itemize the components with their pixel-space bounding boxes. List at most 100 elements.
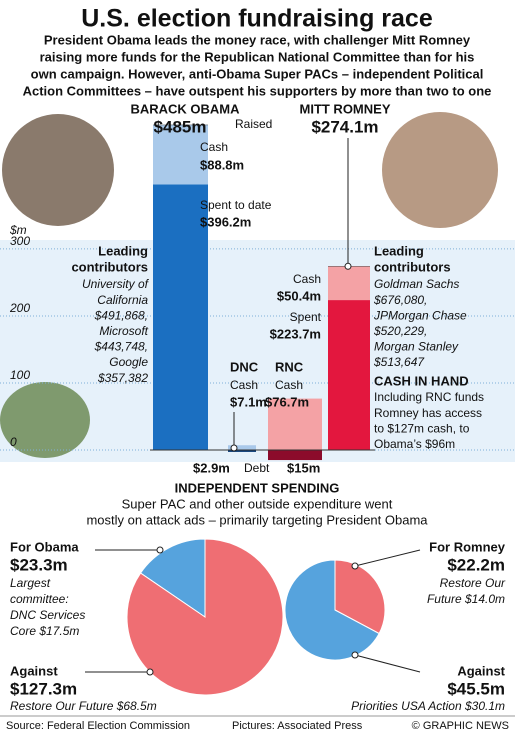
pie-value: $127.3m	[10, 679, 77, 698]
category-label: BARACK OBAMA	[130, 101, 240, 116]
pie-value: $22.2m	[447, 555, 505, 574]
annotation-heading: Leading	[374, 243, 424, 258]
bar-segment	[268, 398, 322, 450]
category-label: MITT ROMNEY	[300, 101, 391, 116]
bar-segment	[228, 445, 256, 450]
photo-obama	[2, 114, 114, 226]
bar-segment	[328, 266, 370, 301]
value-label: $396.2m	[200, 214, 251, 229]
annotation-heading: contributors	[71, 259, 148, 274]
annotation-text: University of	[82, 277, 150, 291]
segment-label: Cash	[230, 378, 258, 392]
segment-label: Spent	[290, 310, 322, 324]
bar-segment	[153, 184, 208, 450]
value-label: $223.7m	[270, 326, 321, 341]
bar-segment	[228, 449, 256, 452]
y-tick-label: 300	[10, 234, 30, 248]
annotation-text: JPMorgan Chase	[373, 308, 467, 322]
annotation-text: $491,868,	[94, 308, 148, 322]
pie-value: $45.5m	[447, 679, 505, 698]
pie-label: For Romney	[429, 539, 506, 554]
pie-slice	[334, 559, 386, 635]
annotation-text: $357,382	[97, 371, 148, 385]
section-heading: INDEPENDENT SPENDING	[175, 480, 340, 495]
annotation-text: California	[97, 293, 148, 307]
annotation-heading: contributors	[374, 259, 451, 274]
section-text: Super PAC and other outside expenditure …	[122, 496, 393, 511]
pie-note: Future $14.0m	[427, 592, 505, 606]
leader-dot	[156, 546, 164, 554]
annotation-text: Google	[109, 355, 148, 369]
leader-dot	[230, 444, 238, 452]
y-tick-label: 200	[9, 301, 30, 315]
annotation-text: $520,229,	[373, 324, 427, 338]
pie-note: DNC Services	[10, 608, 85, 622]
totals-name: Raised	[235, 117, 272, 131]
subtitle: Action Committees – have outspent his su…	[23, 83, 492, 98]
annotation-text: to $127m cash, to	[374, 421, 470, 435]
y-tick-label: 0	[10, 435, 17, 449]
pie-note: Restore Our Future $68.5m	[10, 699, 157, 713]
pie-label: For Obama	[10, 539, 79, 554]
pie-note: Priorities USA Action $30.1m	[351, 699, 505, 713]
category-label: DNC	[230, 359, 259, 374]
annotation-heading: Leading	[98, 243, 148, 258]
annotation-text: Morgan Stanley	[374, 340, 459, 354]
pie-label: Against	[457, 663, 505, 678]
bar-segment	[268, 449, 322, 461]
annotation-text: Goldman Sachs	[374, 277, 459, 291]
pie-value: $23.3m	[10, 555, 68, 574]
leader-dot	[351, 562, 359, 570]
pie-slice	[139, 538, 206, 618]
leader	[354, 654, 421, 673]
annotation-text: Microsoft	[99, 324, 148, 338]
category-label: RNC	[275, 359, 304, 374]
total-label: $485m	[154, 117, 207, 136]
series-label: Debt	[244, 461, 270, 475]
bar-segment	[328, 300, 370, 450]
total-label: $274.1m	[311, 117, 378, 136]
credit: © GRAPHIC NEWS	[412, 720, 509, 732]
pie-note: committee:	[10, 592, 69, 606]
subtitle: raising more funds for the Republican Na…	[40, 49, 475, 64]
pie-label: Against	[10, 663, 58, 678]
annotation-text: Romney has access	[374, 406, 482, 420]
segment-label: Cash	[200, 140, 228, 154]
subtitle: own campaign. However, anti-Obama Super …	[31, 66, 484, 81]
leader-dot	[351, 651, 359, 659]
source: Source: Federal Election Commission	[6, 720, 190, 732]
value-label: $2.9m	[193, 460, 230, 475]
leader-dot	[344, 262, 352, 270]
pictures: Pictures: Associated Press	[232, 720, 363, 732]
pie-slice	[284, 559, 380, 661]
value-label: $7.1m	[230, 394, 267, 409]
bar-segment	[153, 124, 208, 185]
value-label: $76.7m	[265, 394, 309, 409]
annotation-text: $513,647	[373, 355, 425, 369]
segment-label: Cash	[293, 272, 321, 286]
pie-note: Largest	[10, 576, 51, 590]
value-label: $15m	[287, 460, 320, 475]
pie-slice	[126, 538, 284, 696]
value-label: $50.4m	[277, 288, 321, 303]
money-image	[0, 382, 90, 458]
annotation-text: Including RNC funds	[374, 390, 484, 404]
pie-note: Core $17.5m	[10, 624, 79, 638]
pie-note: Restore Our	[440, 576, 506, 590]
annotation-heading: CASH IN HAND	[374, 373, 469, 388]
value-label: $88.8m	[200, 157, 244, 172]
y-axis-label: $m	[9, 223, 27, 237]
title: U.S. election fundraising race	[81, 5, 433, 33]
y-tick-label: 100	[10, 368, 30, 382]
annotation-text: $443,748,	[94, 340, 148, 354]
subtitle: President Obama leads the money race, wi…	[44, 32, 471, 47]
leader-dot	[146, 668, 154, 676]
photo-romney	[382, 112, 498, 228]
annotation-text: Obama’s $96m	[374, 437, 455, 451]
segment-label: Cash	[275, 378, 303, 392]
annotation-text: $676,080,	[373, 293, 427, 307]
segment-label: Spent to date	[200, 198, 272, 212]
section-text: mostly on attack ads – primarily targeti…	[86, 512, 428, 527]
leader	[354, 549, 421, 567]
